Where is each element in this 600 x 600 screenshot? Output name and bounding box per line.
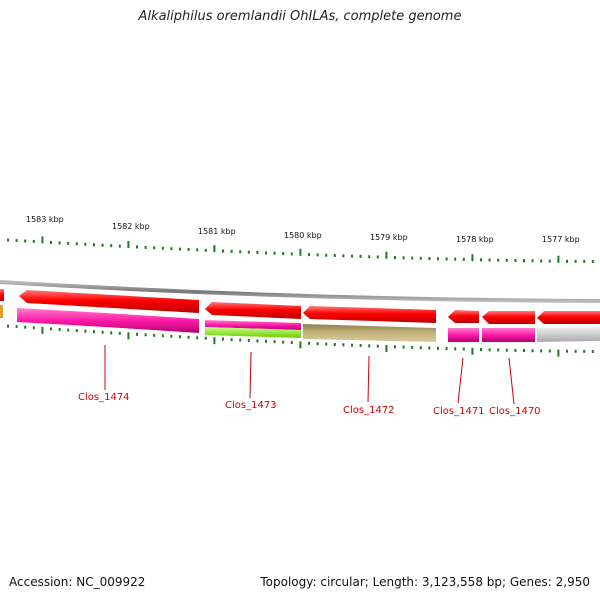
kbp-label: 1580 kbp <box>284 231 322 240</box>
gene-leader-line <box>457 357 464 404</box>
gene-label: Clos_1472 <box>343 405 395 416</box>
outer-tick-marks <box>7 236 594 263</box>
cds-arrow <box>0 289 4 301</box>
map-title: Alkaliphilus oremlandii OhILAs, complete… <box>138 9 462 24</box>
track-bar <box>205 320 301 330</box>
gene-label: Clos_1473 <box>225 400 277 411</box>
genome-summary-text: Topology: circular; Length: 3,123,558 bp… <box>260 575 590 589</box>
track-bar <box>205 327 301 338</box>
kbp-label: 1581 kbp <box>198 227 236 236</box>
gene-label: Clos_1470 <box>489 406 541 417</box>
kbp-label: 1582 kbp <box>112 222 150 231</box>
track-bar <box>0 305 3 318</box>
cds-arrow <box>303 306 436 323</box>
track-bar <box>448 328 479 342</box>
cds-arrow <box>19 290 199 313</box>
track-bar <box>482 328 535 342</box>
cds-arrow <box>448 310 479 323</box>
gene-label: Clos_1471 <box>433 406 485 417</box>
track-bar <box>303 324 436 342</box>
track-bar <box>537 327 600 342</box>
gene-label: Clos_1474 <box>78 392 130 403</box>
gene-leader-line <box>249 351 252 399</box>
cds-arrow <box>205 302 301 319</box>
cds-arrow <box>537 311 600 324</box>
gene-leader-line <box>367 355 370 403</box>
track-bar <box>17 308 199 333</box>
cds-arrow <box>482 311 535 324</box>
kbp-label: 1577 kbp <box>542 235 580 244</box>
gene-leader-line <box>508 357 515 405</box>
inner-tick-marks <box>7 324 594 357</box>
kbp-label: 1583 kbp <box>26 215 64 224</box>
genome-backbone <box>0 280 600 303</box>
kbp-label: 1578 kbp <box>456 235 494 244</box>
kbp-label: 1579 kbp <box>370 233 408 242</box>
accession-text: Accession: NC_009922 <box>9 575 146 589</box>
